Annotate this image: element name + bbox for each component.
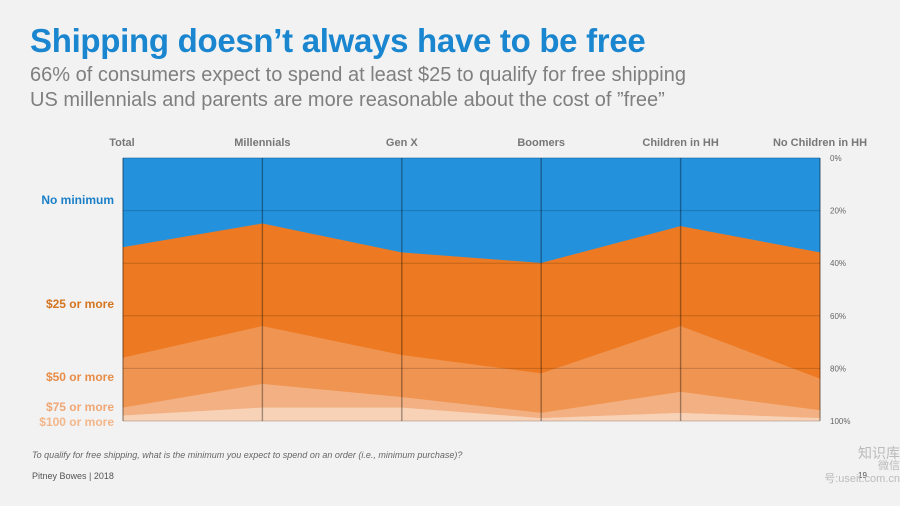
footer-source: Pitney Bowes | 2018 [32, 471, 114, 481]
watermark-line-1: 知识库 [858, 445, 900, 461]
y-tick-label: 80% [830, 364, 846, 373]
watermark: 知识库 微信号:useit.com.cn [815, 445, 900, 486]
area-100-or-more [122, 407, 821, 422]
slide-subtitle-2: US millennials and parents are more reas… [30, 89, 665, 111]
y-tick-label: 0% [830, 154, 842, 163]
slide-subtitle-1: 66% of consumers expect to spend at leas… [30, 64, 686, 86]
x-category-label: Gen X [386, 137, 418, 149]
x-category-label: Total [109, 137, 134, 149]
x-category-label: Children in HH [642, 137, 718, 149]
series-label: No minimum [41, 193, 114, 207]
y-tick-label: 40% [830, 259, 846, 268]
watermark-line-2: 微信号:useit.com.cn [824, 460, 900, 485]
x-category-label: No Children in HH [773, 137, 867, 149]
y-tick-label: 60% [830, 312, 846, 321]
y-tick-label: 20% [830, 207, 846, 216]
series-label: $100 or more [39, 415, 114, 429]
series-label: $25 or more [46, 297, 114, 311]
series-label: $75 or more [46, 400, 114, 414]
x-category-label: Millennials [234, 137, 290, 149]
page-number: 19 [858, 471, 867, 480]
slide-title: Shipping doesn’t always have to be free [30, 22, 646, 59]
y-tick-label: 100% [830, 417, 850, 426]
survey-question-footnote: To qualify for free shipping, what is th… [32, 450, 463, 460]
series-label: $50 or more [46, 370, 114, 384]
x-category-label: Boomers [517, 137, 565, 149]
